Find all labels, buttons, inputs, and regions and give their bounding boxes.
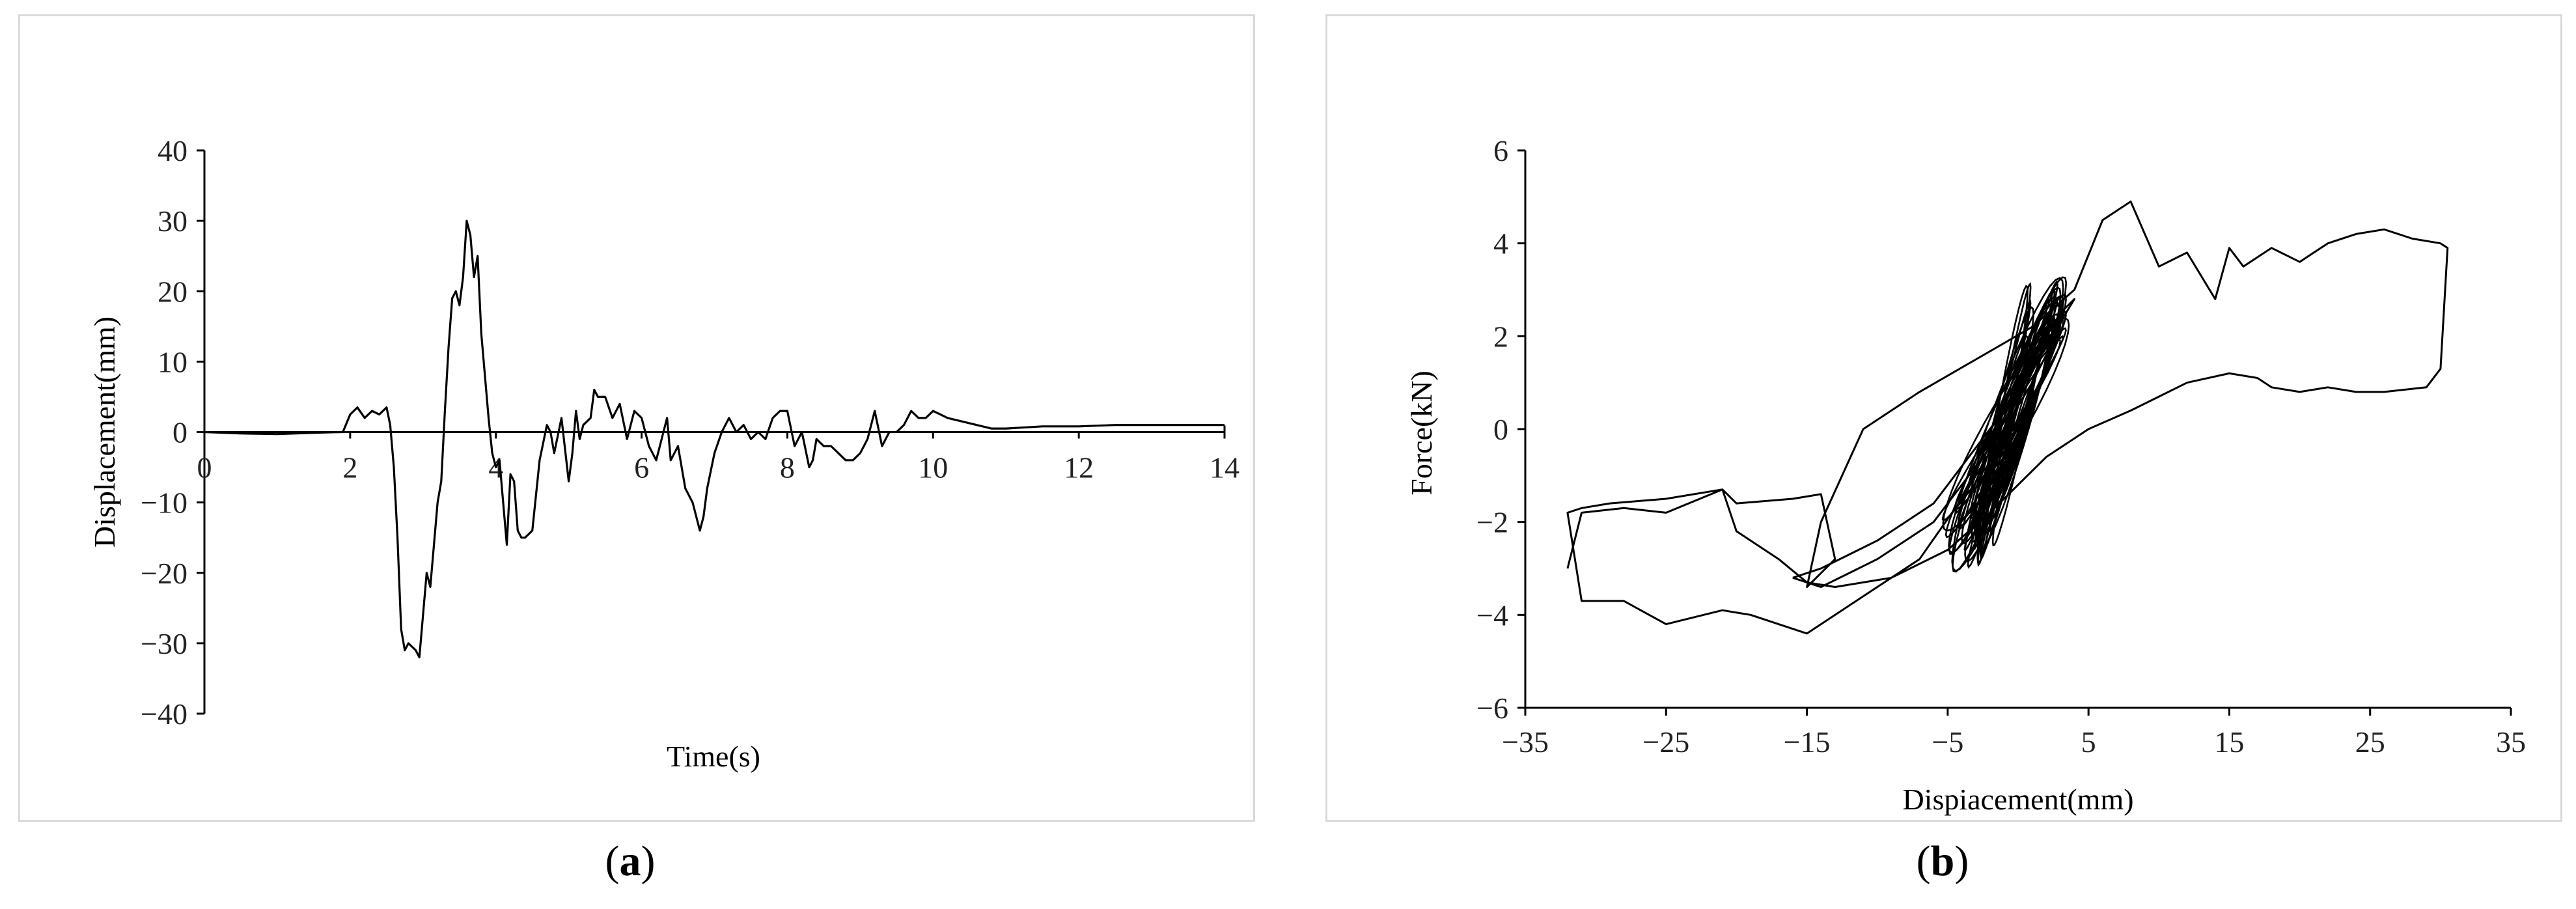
- y-tick-label: 0: [173, 416, 187, 449]
- y-tick-label: 20: [158, 275, 187, 308]
- y-tick-label: 0: [1493, 413, 1508, 446]
- force-displacement-chart: 6 4 2 0 −2 −4 −6−35 −25 −15 −5 5 15 25 35 Dispiacement…: [1405, 134, 2526, 816]
- y-tick-label: −30: [141, 627, 187, 660]
- x-tick-label: 25: [2355, 725, 2385, 759]
- x-tick-label: 15: [2214, 725, 2244, 759]
- chart-panel-a: 40 30 20 10 0 −10 −20 −30 −40 0 2 4 6 8 10 12 14 Time(s) D…: [18, 14, 1255, 822]
- y-tick-label: 30: [158, 204, 187, 238]
- caption-b-label: b: [1930, 837, 1955, 885]
- caption-b: (b): [1916, 837, 1969, 885]
- y-tick-label: −40: [141, 697, 187, 731]
- x-tick-label: −35: [1502, 725, 1549, 759]
- hysteresis-loop-2: [1792, 298, 2075, 588]
- x-tick-label: 8: [780, 451, 795, 484]
- y-axis-title: Force(kN): [1405, 371, 1438, 496]
- caption-a-label: a: [619, 837, 641, 885]
- y-tick-label: 40: [158, 134, 187, 167]
- x-tick-label: −5: [1932, 725, 1963, 759]
- dense-hysteresis-loop: [1977, 282, 2032, 567]
- chart-panel-b: 6 4 2 0 −2 −4 −6 −35 −25 −15 −5 5 15 25 35 Dispiacement…: [1325, 14, 2562, 822]
- dense-hysteresis-loop: [1971, 306, 2034, 543]
- y-tick-label: −10: [141, 486, 187, 520]
- y-tick-label: 4: [1493, 227, 1508, 260]
- x-axis-title: Dispiacement(mm): [1902, 783, 2133, 816]
- x-tick-label: 6: [634, 451, 649, 484]
- displacement-series-line: [204, 219, 1225, 659]
- x-tick-label: 10: [918, 451, 948, 484]
- y-tick-label: −20: [141, 557, 187, 590]
- y-axis-title: Displacement(mm): [88, 316, 121, 548]
- x-tick-label: 5: [2081, 725, 2096, 759]
- x-tick-label: 0: [197, 451, 212, 484]
- dense-hysteresis-loop: [1958, 318, 2064, 531]
- x-tick-label: 12: [1064, 451, 1094, 484]
- dense-hysteresis-loop: [1952, 276, 2068, 573]
- x-tick-label: 14: [1210, 451, 1240, 484]
- y-tick-label: 2: [1493, 320, 1508, 353]
- y-tick-label: 6: [1493, 134, 1508, 167]
- x-axis-title: Time(s): [667, 740, 760, 773]
- x-tick-label: −25: [1642, 725, 1689, 759]
- y-tick-label: −2: [1476, 506, 1508, 539]
- y-tick-label: 10: [158, 345, 187, 378]
- x-tick-label: 35: [2496, 725, 2526, 759]
- caption-a: (a): [605, 837, 656, 885]
- x-tick-label: −15: [1784, 725, 1831, 759]
- y-tick-label: −4: [1476, 598, 1508, 632]
- x-tick-label: 2: [342, 451, 357, 484]
- y-tick-label: −6: [1476, 692, 1508, 725]
